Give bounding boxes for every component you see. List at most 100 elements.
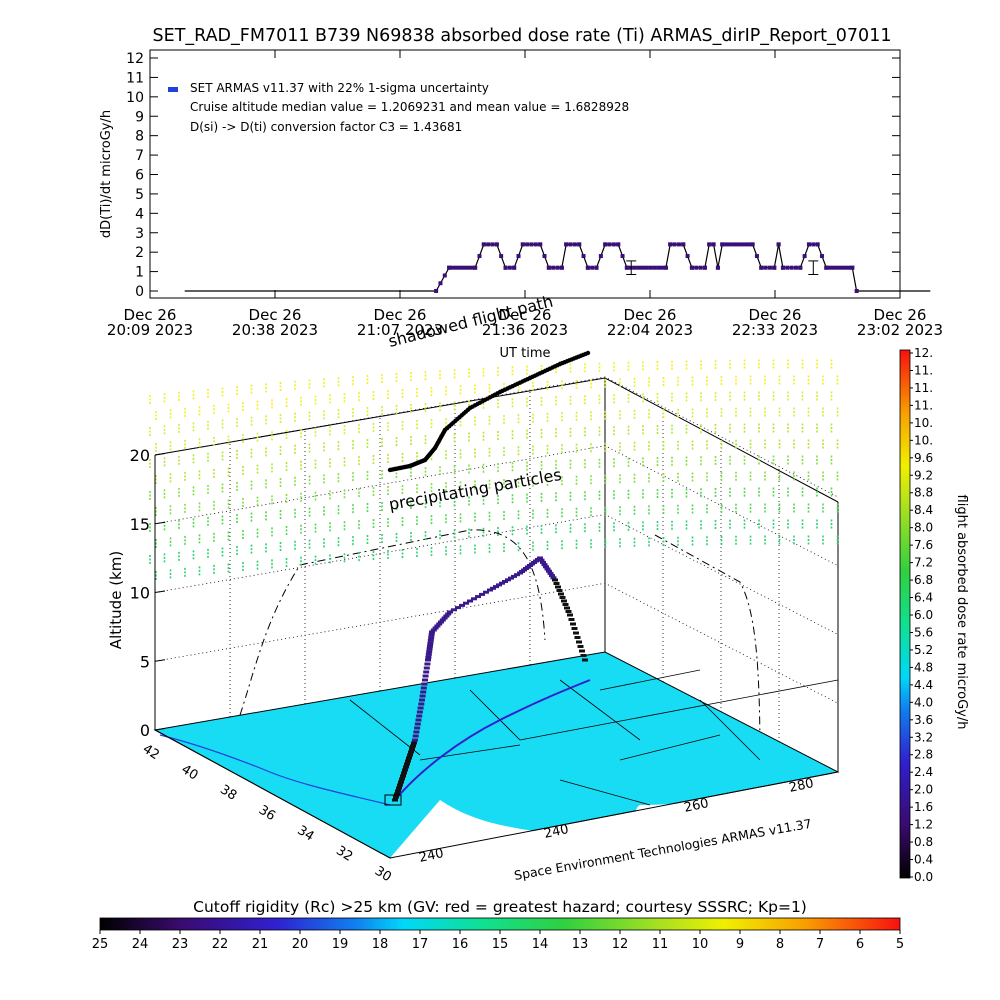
x-tick-time: 22:04 2023: [607, 321, 693, 339]
lat-tick-label: 34: [295, 823, 317, 844]
data-point: [854, 289, 859, 293]
dose-tick-label: 12.: [914, 346, 933, 360]
alt-tick: [154, 590, 166, 593]
data-point: [559, 265, 564, 270]
flight-path-point: [574, 636, 581, 639]
dose-tick-label: 1.6: [914, 800, 933, 814]
data-point: [469, 265, 474, 270]
flight-path-point: [538, 558, 545, 562]
shadow-path-point: [585, 350, 591, 356]
data-point: [681, 242, 686, 247]
dose-tick-label: 4.0: [914, 695, 933, 709]
flight-path-point: [499, 581, 505, 585]
y-tick-label: 7: [135, 148, 144, 164]
rigidity-tick-label: 20: [292, 937, 309, 952]
rigidity-tick-label: 6: [856, 937, 864, 952]
rigidity-tick-label: 12: [612, 937, 629, 952]
dose-colorbar-label: flight absorbed dose rate microGy/h: [954, 495, 969, 730]
data-point: [707, 242, 712, 247]
rigidity-colorbar-label: Cutoff rigidity (Rc) >25 km (GV: red = g…: [193, 898, 807, 916]
data-point: [672, 242, 677, 247]
flight-path-point: [413, 730, 420, 734]
wall-grid-line: [154, 445, 839, 567]
data-point: [676, 242, 681, 247]
flight-path-point: [561, 599, 567, 603]
data-point: [525, 242, 530, 247]
flight-path-point: [422, 678, 428, 682]
rigidity-colorbar-ticks: 25 24 23 22 21 20 19 18 17 16 15 14 13 12 11 10 9 8 7 6 5: [92, 930, 904, 952]
flight-path-point: [396, 786, 402, 790]
x-tick-time: 21:36 2023: [482, 321, 568, 339]
rigidity-tick-label: 5: [896, 937, 904, 952]
flight-path-point: [416, 710, 423, 714]
x-tick-time: 22:33 2023: [732, 321, 818, 339]
map-ground-track: [394, 679, 591, 801]
flight-path-point: [414, 722, 421, 726]
dose-tick-label: 2.8: [914, 748, 933, 762]
alt-tick-label: 0: [140, 721, 150, 740]
alt-tick: [154, 659, 166, 662]
data-point: [839, 265, 844, 270]
x-tick-day: Dec 26: [499, 306, 552, 324]
chart-title: SET_RAD_FM7011 B739 N69838 absorbed dose…: [153, 26, 892, 46]
dose-tick-label: 5.2: [914, 643, 933, 657]
x-tick-day: Dec 26: [624, 306, 677, 324]
flight-path-point: [552, 578, 558, 582]
flight-path-point: [419, 694, 426, 698]
flight-path-point: [441, 616, 448, 620]
flight-path-point: [487, 588, 493, 592]
flight-path-point: [562, 603, 569, 606]
data-point: [529, 242, 534, 247]
rigidity-tick-label: 18: [372, 937, 389, 952]
x-tick-day: Dec 26: [124, 306, 177, 324]
data-point: [763, 265, 768, 270]
data-point: [798, 265, 803, 270]
flight-path-point: [490, 586, 496, 590]
rigidity-tick-label: 24: [132, 937, 149, 952]
data-point: [590, 265, 595, 270]
rigidity-tick-label: 25: [92, 937, 109, 952]
rigidity-tick-label: 15: [492, 937, 509, 952]
x-tick-time: 21:07 2023: [357, 321, 443, 339]
lat-tick-label: 30: [372, 864, 394, 885]
data-point: [811, 242, 816, 247]
alt-tick-label: 15: [130, 515, 150, 534]
flight-path-point: [430, 628, 437, 632]
flight-path-point: [397, 783, 403, 787]
rigidity-tick-label: 19: [332, 937, 349, 952]
data-point: [663, 265, 668, 270]
y-tick-label: 2: [135, 245, 144, 261]
altitude-axis: 0 5 10 15 20: [130, 446, 166, 740]
flight-path-point: [573, 631, 579, 635]
dose-tick-label: 5.6: [914, 625, 933, 639]
x-tick-day: Dec 26: [374, 306, 427, 324]
data-point: [477, 254, 482, 259]
data-point: [685, 254, 690, 259]
data-point: [572, 242, 577, 247]
lon-tick-label: 260: [683, 796, 710, 816]
data-point: [555, 265, 560, 270]
dose-tick-label: 9.6: [914, 451, 933, 465]
data-point: [656, 265, 661, 270]
box-front-edges: [154, 729, 839, 859]
data-point: [806, 242, 811, 247]
data-point: [607, 242, 612, 247]
data-point: [620, 254, 625, 259]
dose-tick-label: 6.8: [914, 573, 933, 587]
flight-path-point: [564, 606, 570, 610]
data-point: [850, 265, 855, 270]
dose-tick-label: 7.6: [914, 538, 933, 552]
flight-path-point: [443, 614, 450, 618]
flight-path-point: [582, 658, 588, 662]
flight-path-point: [412, 734, 419, 738]
data-point: [835, 265, 840, 270]
flight-path-point: [427, 638, 434, 642]
data-point: [461, 265, 466, 270]
flight-path-point: [399, 777, 405, 781]
data-point: [507, 265, 512, 270]
alt-tick-label: 20: [130, 446, 150, 465]
alt-tick: [154, 728, 166, 731]
flight-path-point: [467, 599, 473, 603]
data-point: [772, 265, 777, 270]
